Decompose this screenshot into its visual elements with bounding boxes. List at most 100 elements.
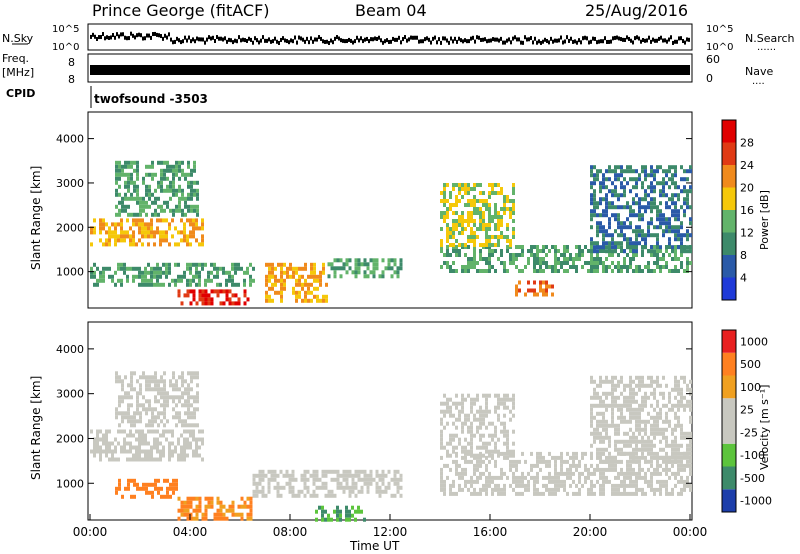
- noise-sample: [362, 39, 364, 44]
- noise-sample: [526, 37, 528, 42]
- noise-sample: [574, 39, 576, 44]
- noise-sample: [116, 32, 118, 37]
- noise-sample: [272, 39, 274, 44]
- noise-sample: [108, 35, 110, 40]
- x-tick-label: 00:00: [673, 525, 708, 539]
- power-swatch: [722, 187, 736, 210]
- noise-sample: [546, 39, 548, 44]
- noise-sample: [492, 37, 494, 42]
- noise-sample: [624, 37, 626, 42]
- noise-sample: [628, 36, 630, 41]
- noise-sample: [588, 40, 590, 45]
- noise-sample: [388, 39, 390, 44]
- noise-sample: [106, 35, 108, 40]
- nsearch-dots: ......: [757, 42, 776, 53]
- noise-sample: [444, 36, 446, 41]
- noise-sample: [688, 37, 690, 42]
- noise-sample: [552, 39, 554, 44]
- x-tick-label: 20:00: [573, 525, 608, 539]
- noise-sample: [224, 36, 226, 41]
- velocity-ytick-label: 1000: [56, 477, 84, 490]
- noise-sample: [634, 36, 636, 41]
- velocity-swatch: [722, 443, 736, 467]
- velocity-tick-label: -1000: [740, 495, 772, 508]
- x-axis: 00:00 04:00 08:00 12:00 16:00 20:00 00:00: [73, 514, 708, 539]
- power-region: [590, 165, 692, 254]
- noise-sample: [266, 38, 268, 43]
- noise-sample: [566, 35, 568, 40]
- velocity-tick-label: -25: [740, 426, 758, 439]
- noise-sample: [584, 35, 586, 40]
- noise-sample: [334, 36, 336, 41]
- velocity-swatch: [722, 398, 736, 421]
- noise-sample: [198, 37, 200, 42]
- noise-sample: [406, 38, 408, 43]
- noise-sample: [290, 38, 292, 43]
- noise-sample: [630, 38, 632, 43]
- noise-sample: [408, 37, 410, 42]
- noise-sample: [604, 36, 606, 41]
- noise-sample: [532, 40, 534, 45]
- noise-sample: [218, 36, 220, 41]
- x-tick-label: 04:00: [173, 525, 208, 539]
- noise-sample: [568, 38, 570, 43]
- y-axis-label-power: Slant Range [km]: [29, 166, 43, 270]
- nsky-label: N.Sky: [2, 32, 34, 45]
- noise-sample: [294, 35, 296, 40]
- noise-sample: [564, 39, 566, 44]
- velocity-tick-label: -100: [740, 449, 765, 462]
- power-region: [177, 289, 250, 306]
- noise-sample: [220, 36, 222, 41]
- noise-sample: [426, 36, 428, 41]
- noise-sample: [192, 37, 194, 42]
- power-swatch: [722, 210, 736, 233]
- noise-sample: [112, 33, 114, 38]
- noise-sample: [336, 35, 338, 40]
- noise-sample: [286, 39, 288, 44]
- noise-sample: [204, 40, 206, 45]
- noise-sample: [200, 37, 202, 42]
- power-swatch: [722, 142, 736, 165]
- noise-sample: [150, 35, 152, 40]
- noise-sample: [292, 39, 294, 44]
- noise-sample: [330, 38, 332, 43]
- noise-sample: [530, 36, 532, 41]
- power-swatch: [722, 232, 736, 255]
- velocity-swatch: [722, 352, 736, 376]
- noise-sample: [364, 37, 366, 42]
- noise-sample: [158, 33, 160, 38]
- cpid-label: CPID: [6, 87, 35, 100]
- noise-sample: [374, 36, 376, 41]
- noise-sample: [104, 36, 106, 41]
- noise-sample: [332, 40, 334, 45]
- noise-sample: [270, 39, 272, 44]
- noise-sample: [642, 37, 644, 42]
- noise-sample: [382, 40, 384, 45]
- velocity-ytick-label: 2000: [56, 432, 84, 445]
- noise-sample: [644, 38, 646, 43]
- noise-sample: [126, 36, 128, 41]
- velocity-swatch: [722, 466, 736, 490]
- noise-sample: [134, 35, 136, 40]
- noise-sample: [356, 35, 358, 40]
- noise-sample: [142, 36, 144, 41]
- noise-sample: [256, 38, 258, 43]
- noise-sample: [366, 36, 368, 41]
- noise-sample: [254, 36, 256, 41]
- noise-sample: [496, 37, 498, 42]
- noise-sample: [100, 35, 102, 40]
- noise-sample: [96, 36, 98, 41]
- noise-sample: [686, 37, 688, 42]
- noise-sample: [392, 36, 394, 41]
- noise-sample: [400, 40, 402, 45]
- noise-sample: [672, 40, 674, 45]
- noise-sample: [606, 39, 608, 44]
- velocity-swatch: [722, 421, 736, 444]
- date-title: 25/Aug/2016: [585, 1, 688, 20]
- noise-sample: [618, 36, 620, 41]
- noise-sample: [114, 35, 116, 40]
- noise-sample: [358, 38, 360, 43]
- x-tick-label: 08:00: [273, 525, 308, 539]
- y-axis-label-velocity: Slant Range [km]: [29, 376, 43, 480]
- velocity-ytick-label: 3000: [56, 388, 84, 401]
